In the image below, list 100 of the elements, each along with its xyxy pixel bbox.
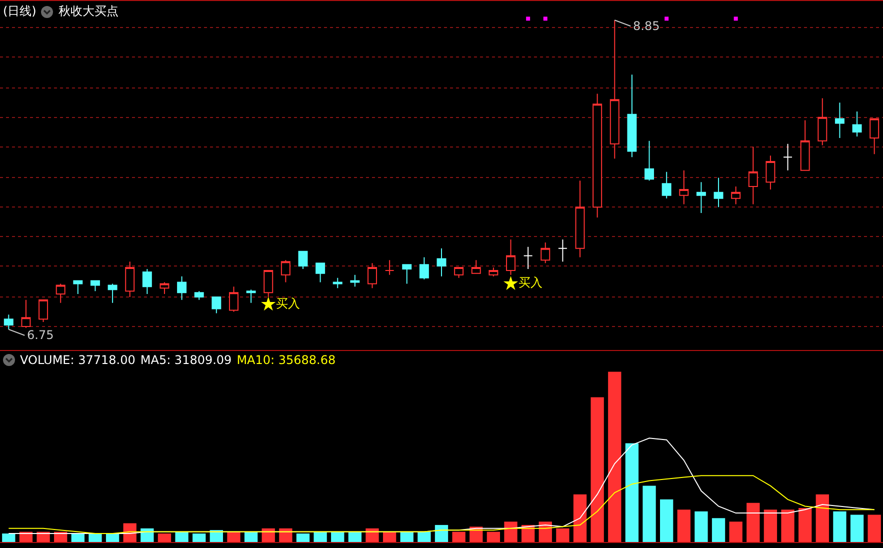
candlestick	[471, 260, 481, 274]
bar	[175, 532, 188, 542]
bar	[677, 510, 690, 542]
candlestick	[212, 296, 222, 314]
bar	[158, 533, 172, 542]
candlestick	[73, 280, 83, 295]
bar	[36, 532, 50, 542]
candlestick	[870, 118, 880, 155]
bar	[140, 528, 154, 542]
candlestick	[454, 267, 464, 278]
bar	[452, 532, 466, 542]
candlestick	[696, 182, 706, 214]
bar	[418, 532, 431, 542]
candlestick	[125, 261, 135, 298]
candlestick	[56, 283, 66, 304]
bar	[210, 530, 223, 542]
bar	[71, 533, 84, 542]
candlestick	[280, 260, 290, 283]
candlestick	[4, 314, 14, 330]
text: VOLUME: 37718.00	[20, 353, 136, 367]
candlestick	[558, 239, 568, 262]
candlestick	[194, 290, 204, 300]
data-label: 买入	[276, 296, 300, 310]
candlestick	[402, 264, 412, 284]
bar	[729, 522, 742, 542]
bar	[798, 508, 812, 542]
candlestick	[540, 242, 550, 264]
candlestick	[177, 276, 187, 300]
bar	[816, 494, 829, 542]
candlestick	[818, 98, 828, 146]
bar	[746, 502, 760, 542]
candlestick	[160, 282, 170, 295]
candlestick	[662, 171, 672, 199]
bar	[694, 511, 708, 542]
candlestick	[766, 155, 776, 190]
candlestick	[610, 20, 620, 160]
bar	[348, 532, 362, 542]
bar	[296, 533, 310, 542]
candlestick	[21, 299, 31, 328]
bar	[712, 518, 726, 542]
candlestick	[316, 262, 326, 283]
text: MA5: 31809.09	[140, 353, 232, 367]
candlestick	[506, 239, 516, 276]
bar	[331, 532, 344, 542]
annotation: 8.85	[633, 19, 660, 33]
candlestick	[834, 102, 844, 138]
bar	[590, 397, 604, 542]
candlestick	[246, 289, 256, 304]
candlestick	[228, 286, 238, 312]
bar	[244, 532, 258, 542]
bar	[850, 514, 864, 542]
bar	[262, 528, 275, 542]
bar	[868, 514, 881, 542]
candlestick	[731, 186, 741, 205]
bar	[660, 499, 674, 542]
candlestick	[644, 140, 654, 182]
candlestick	[350, 274, 360, 288]
chart-title: (日线)	[3, 3, 36, 20]
candlestick	[368, 262, 377, 289]
bar	[106, 533, 120, 542]
bar	[833, 511, 846, 542]
bar	[366, 528, 379, 542]
text: MA10: 35688.68	[236, 353, 336, 367]
bar	[227, 532, 240, 542]
candlestick	[384, 260, 394, 276]
candlestick	[627, 74, 637, 158]
bar	[504, 522, 518, 542]
candlestick	[523, 246, 533, 270]
bar	[781, 510, 794, 542]
candlestick	[38, 299, 48, 323]
candlestick	[488, 267, 498, 277]
bar	[764, 510, 778, 542]
bar	[573, 494, 587, 542]
bar	[382, 532, 396, 542]
bar	[625, 443, 639, 542]
chart-subtitle: 秋收大买点	[58, 3, 118, 20]
bar	[434, 524, 448, 542]
bar	[279, 528, 292, 542]
candlestick	[679, 170, 689, 205]
candlestick	[90, 280, 100, 292]
bar	[192, 533, 206, 542]
candlestick	[436, 248, 446, 277]
bar	[2, 533, 16, 542]
candlestick	[264, 270, 274, 298]
bar	[400, 532, 414, 542]
bar	[88, 533, 102, 542]
candlestick	[783, 143, 793, 171]
bar	[556, 528, 570, 542]
candlestick	[800, 120, 810, 171]
candlestick	[419, 256, 429, 280]
candlestick	[142, 268, 152, 295]
bar	[608, 372, 622, 542]
candlestick	[748, 146, 758, 205]
candlestick	[298, 250, 308, 270]
candlestick	[852, 110, 862, 137]
candlestick	[108, 283, 118, 304]
data-label: 买入	[518, 276, 543, 290]
bar	[486, 532, 500, 542]
candlestick	[575, 180, 585, 258]
bar	[642, 486, 656, 542]
